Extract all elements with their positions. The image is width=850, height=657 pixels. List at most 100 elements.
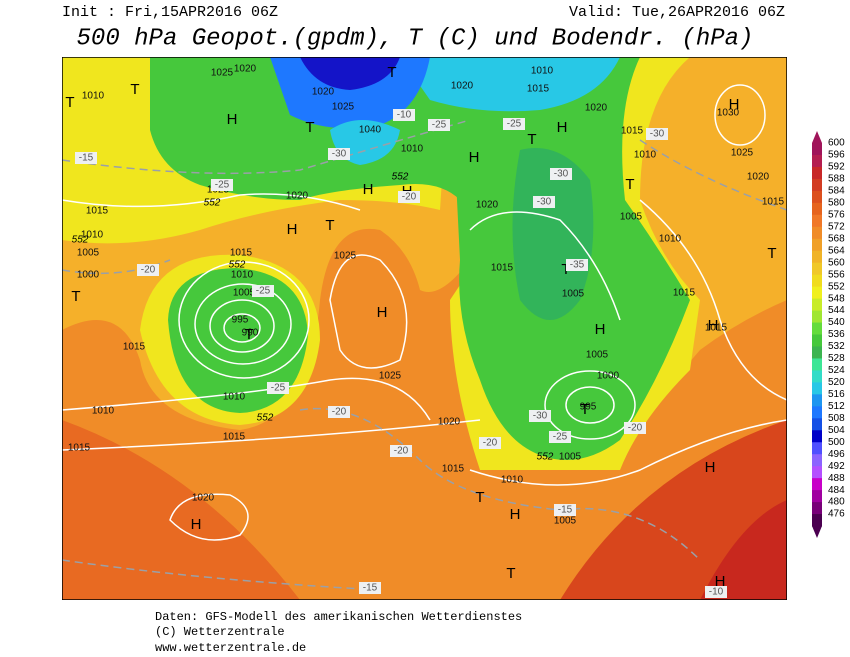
map-field bbox=[62, 57, 787, 600]
isobar-label: 995 bbox=[232, 315, 249, 326]
colorbar-label: 516 bbox=[828, 389, 845, 400]
geopotential-label: 552 bbox=[72, 235, 89, 246]
isotherm-label: -35 bbox=[570, 260, 585, 271]
colorbar-cell bbox=[812, 310, 822, 324]
colorbar-label: 548 bbox=[828, 293, 845, 304]
colorbar-cell bbox=[812, 370, 822, 383]
isobar-label: 1015 bbox=[223, 432, 246, 443]
isobar-label: 1030 bbox=[717, 108, 740, 119]
isotherm-label-box bbox=[211, 179, 233, 191]
isotherm-label: -10 bbox=[397, 110, 412, 121]
isotherm-label: -30 bbox=[554, 169, 569, 180]
isobar-label: 1010 bbox=[634, 150, 657, 161]
isobar-label: 1015 bbox=[123, 342, 146, 353]
colorbar-cell bbox=[812, 322, 822, 336]
colorbar-label: 580 bbox=[828, 197, 845, 208]
colorbar-label: 584 bbox=[828, 186, 845, 197]
colorbar-cell bbox=[812, 202, 822, 216]
colorbar-cell bbox=[812, 382, 822, 395]
colorbar-label: 556 bbox=[828, 269, 845, 280]
init-time: Init : Fri,15APR2016 06Z bbox=[62, 4, 278, 21]
cold-area bbox=[512, 148, 594, 320]
isobar-label: 1015 bbox=[673, 288, 696, 299]
colorbar-cell bbox=[812, 502, 822, 515]
colorbar-cell bbox=[812, 226, 822, 240]
colorbar-label: 520 bbox=[828, 377, 845, 388]
pressure-center: H bbox=[363, 181, 374, 198]
pressure-center: H bbox=[287, 221, 298, 238]
isobar-label: 1020 bbox=[476, 200, 499, 211]
colorbar-label: 484 bbox=[828, 485, 845, 496]
blue-area bbox=[270, 57, 430, 129]
isotherm-label-box bbox=[328, 406, 350, 418]
hot-area bbox=[700, 500, 787, 600]
isobar-label: 1025 bbox=[731, 148, 754, 159]
green-area bbox=[168, 268, 308, 413]
colorbar-label: 524 bbox=[828, 365, 845, 376]
colorbar-cell bbox=[812, 430, 822, 443]
isobar-label: 1010 bbox=[82, 91, 105, 102]
isotherm-label-box bbox=[479, 437, 501, 449]
pressure-center: T bbox=[387, 64, 396, 81]
isobar-label: 1010 bbox=[92, 406, 115, 417]
isotherm-label-box bbox=[566, 259, 588, 271]
colorbar-label: 572 bbox=[828, 221, 845, 232]
colorbar-label: 532 bbox=[828, 341, 845, 352]
isotherm-label-box bbox=[252, 285, 274, 297]
pressure-center: T bbox=[130, 81, 139, 98]
pressure-center: H bbox=[557, 119, 568, 136]
colorbar-label: 564 bbox=[828, 245, 845, 256]
isotherm-label-box bbox=[428, 119, 450, 131]
isobar-label: 1005 bbox=[620, 212, 643, 223]
pressure-center: H bbox=[227, 111, 238, 128]
geopotential-label: 552 bbox=[392, 172, 409, 183]
colorbar-cell bbox=[812, 298, 822, 312]
isobar-label: 995 bbox=[580, 402, 597, 413]
isotherm-label-box bbox=[503, 118, 525, 130]
colorbar-label: 476 bbox=[828, 509, 845, 520]
colorbar-cell bbox=[812, 143, 822, 156]
isobar-label: 1020 bbox=[286, 191, 309, 202]
geopotential-label: 552 bbox=[537, 452, 554, 463]
isobar-label: 1015 bbox=[705, 323, 728, 334]
isobar-label: 1010 bbox=[659, 234, 682, 245]
isobar-label: 1010 bbox=[531, 66, 554, 77]
cyan-area bbox=[400, 57, 620, 112]
colorbar-cell bbox=[812, 490, 822, 503]
isotherm-label: -30 bbox=[533, 411, 548, 422]
isotherm-label-box bbox=[398, 191, 420, 203]
colorbar-cell bbox=[812, 346, 822, 359]
colorbar-cell bbox=[812, 394, 822, 407]
colorbar-cell bbox=[812, 514, 822, 527]
colorbar-label: 576 bbox=[828, 209, 845, 220]
isobar-label: 1015 bbox=[621, 126, 644, 137]
colorbar-cell bbox=[812, 286, 822, 300]
isobar-label: 1010 bbox=[231, 270, 254, 281]
isobar-label: 1015 bbox=[86, 206, 109, 217]
isotherm-label-box bbox=[393, 109, 415, 121]
pressure-center: H bbox=[595, 321, 606, 338]
geopotential-label: 552 bbox=[229, 260, 246, 271]
isobar-label: 1005 bbox=[559, 452, 582, 463]
colorbar-label: 560 bbox=[828, 257, 845, 268]
isotherm-label: -30 bbox=[332, 149, 347, 160]
isobar-label: 1005 bbox=[554, 516, 577, 527]
isotherm-label-box bbox=[529, 410, 551, 422]
pressure-center: H bbox=[715, 573, 726, 590]
isotherm-label-box bbox=[549, 431, 571, 443]
colorbar-cell bbox=[812, 214, 822, 228]
colorbar-cell bbox=[812, 406, 822, 419]
isobar-label: 1010 bbox=[501, 475, 524, 486]
pressure-center: H bbox=[705, 459, 716, 476]
colorbar-label: 552 bbox=[828, 281, 845, 292]
valid-time: Valid: Tue,26APR2016 06Z bbox=[569, 4, 785, 21]
isotherm-label: -20 bbox=[402, 192, 417, 203]
colorbar-label: 536 bbox=[828, 329, 845, 340]
isotherm-label-box bbox=[137, 264, 159, 276]
colorbar-label: 504 bbox=[828, 425, 845, 436]
isobar-label: 1015 bbox=[442, 464, 465, 475]
geopotential-label: 552 bbox=[257, 413, 274, 424]
pressure-center: H bbox=[469, 149, 480, 166]
